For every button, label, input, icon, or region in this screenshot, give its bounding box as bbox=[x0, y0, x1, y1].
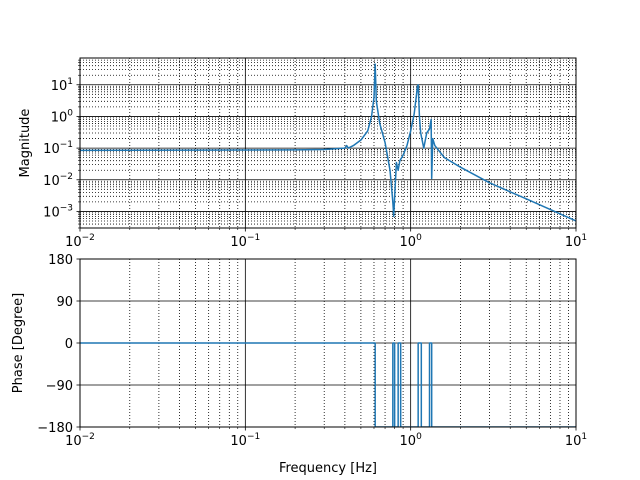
phase-ticks: 10−2 10−1 100 101 180 90 0 −90 −180 bbox=[37, 253, 587, 449]
magnitude-series-line bbox=[80, 63, 576, 222]
phase-y-tick-label: −90 bbox=[46, 379, 73, 394]
magnitude-grid bbox=[79, 58, 577, 229]
phase-y-tick-label: 180 bbox=[48, 253, 73, 268]
magnitude-y-tick-label: 100 bbox=[51, 108, 74, 125]
phase-x-tick-label: 10−2 bbox=[65, 432, 95, 449]
magnitude-x-tick-label: 100 bbox=[400, 233, 423, 250]
phase-y-tick-label: 90 bbox=[56, 295, 73, 310]
magnitude-ticks: 10−2 10−1 100 101 10−3 10−2 10−1 100 101 bbox=[43, 59, 587, 250]
phase-x-tick-label: 101 bbox=[565, 432, 587, 449]
phase-axes: 10−2 10−1 100 101 180 90 0 −90 −180 Phase [Degre… bbox=[11, 253, 587, 476]
phase-y-tick-label: −180 bbox=[37, 421, 73, 436]
magnitude-y-tick-label: 10−2 bbox=[43, 172, 73, 189]
magnitude-frame bbox=[79, 57, 577, 229]
magnitude-x-tick-label: 10−2 bbox=[65, 233, 95, 250]
magnitude-y-tick-label: 10−1 bbox=[43, 140, 73, 157]
phase-y-tick-label: 0 bbox=[65, 337, 73, 352]
phase-y-label: Phase [Degree] bbox=[11, 293, 26, 393]
magnitude-x-tick-label: 10−1 bbox=[230, 233, 260, 250]
magnitude-x-tick-label: 101 bbox=[565, 233, 587, 250]
magnitude-plot bbox=[80, 63, 576, 222]
magnitude-axes: 10−2 10−1 100 101 10−3 10−2 10−1 100 101 Magnitu… bbox=[18, 57, 587, 250]
phase-series-line bbox=[80, 342, 576, 427]
phase-x-tick-label: 10−1 bbox=[230, 432, 260, 449]
magnitude-y-tick-label: 10−3 bbox=[43, 203, 73, 220]
frequency-x-label: Frequency [Hz] bbox=[279, 461, 377, 476]
phase-x-tick-label: 100 bbox=[400, 432, 423, 449]
phase-plot bbox=[80, 342, 576, 427]
magnitude-y-label: Magnitude bbox=[18, 109, 33, 178]
magnitude-y-tick-label: 101 bbox=[51, 77, 73, 94]
